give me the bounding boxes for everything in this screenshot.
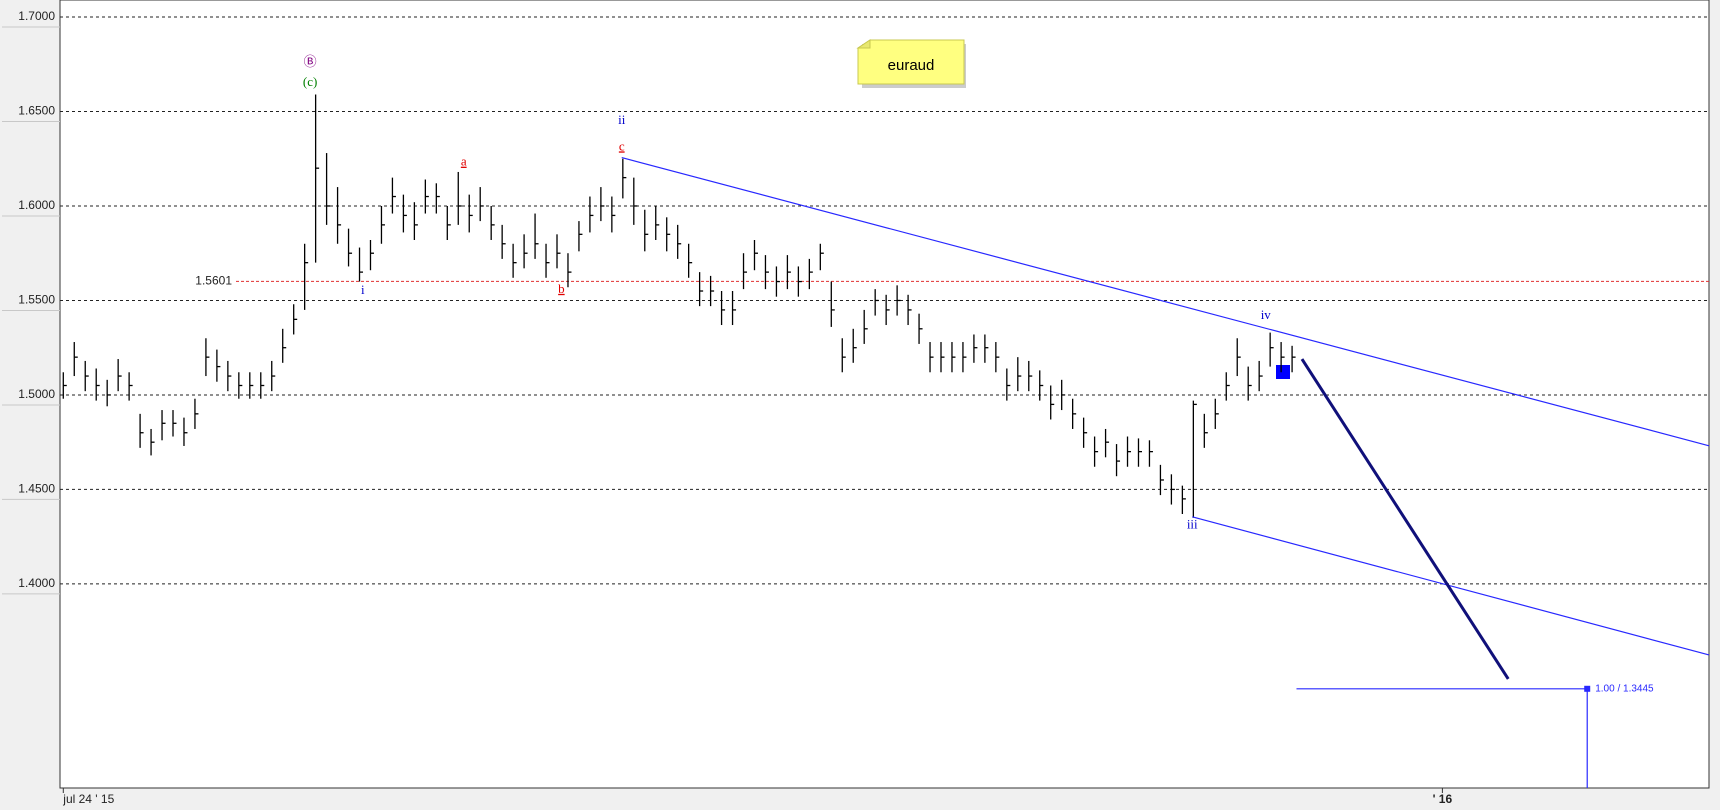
marker [1276,365,1290,379]
wave-label: iii [1187,517,1198,532]
wave-label: c [619,138,625,153]
wave-label: a [461,154,467,169]
wave-label: iv [1261,307,1272,322]
trend-line [621,157,1710,447]
y-tick-label: 1.5000 [18,387,55,401]
note-fold [856,39,871,49]
wave-label: (c) [303,74,317,89]
trend-line [1192,516,1710,656]
y-tick-label: 1.6000 [18,198,55,212]
note-text: euraud [888,57,935,74]
wave-label: Ⓑ [304,54,317,69]
y-tick-label: 1.6500 [18,104,55,118]
right-panel [1709,0,1720,810]
y-tick-label: 1.5500 [18,293,55,307]
reference-label: 1.5601 [195,274,232,288]
y-tick-label: 1.4000 [18,576,55,590]
trend-line [1300,358,1510,680]
x-tick-label: jul 24 ' 15 [62,792,114,806]
wave-label: ii [618,112,626,127]
fib-label: 1.00 / 1.3445 [1595,683,1654,694]
wave-label: i [361,282,365,297]
x-tick-label: ' 16 [1433,792,1453,806]
y-tick-label: 1.4500 [18,482,55,496]
note: euraud [856,39,966,88]
fib-handle [1584,685,1591,692]
y-tick-label: 1.7000 [18,9,55,23]
plot-area [59,0,1710,789]
wave-label: b [558,281,565,296]
x-axis-panel [0,788,1720,810]
